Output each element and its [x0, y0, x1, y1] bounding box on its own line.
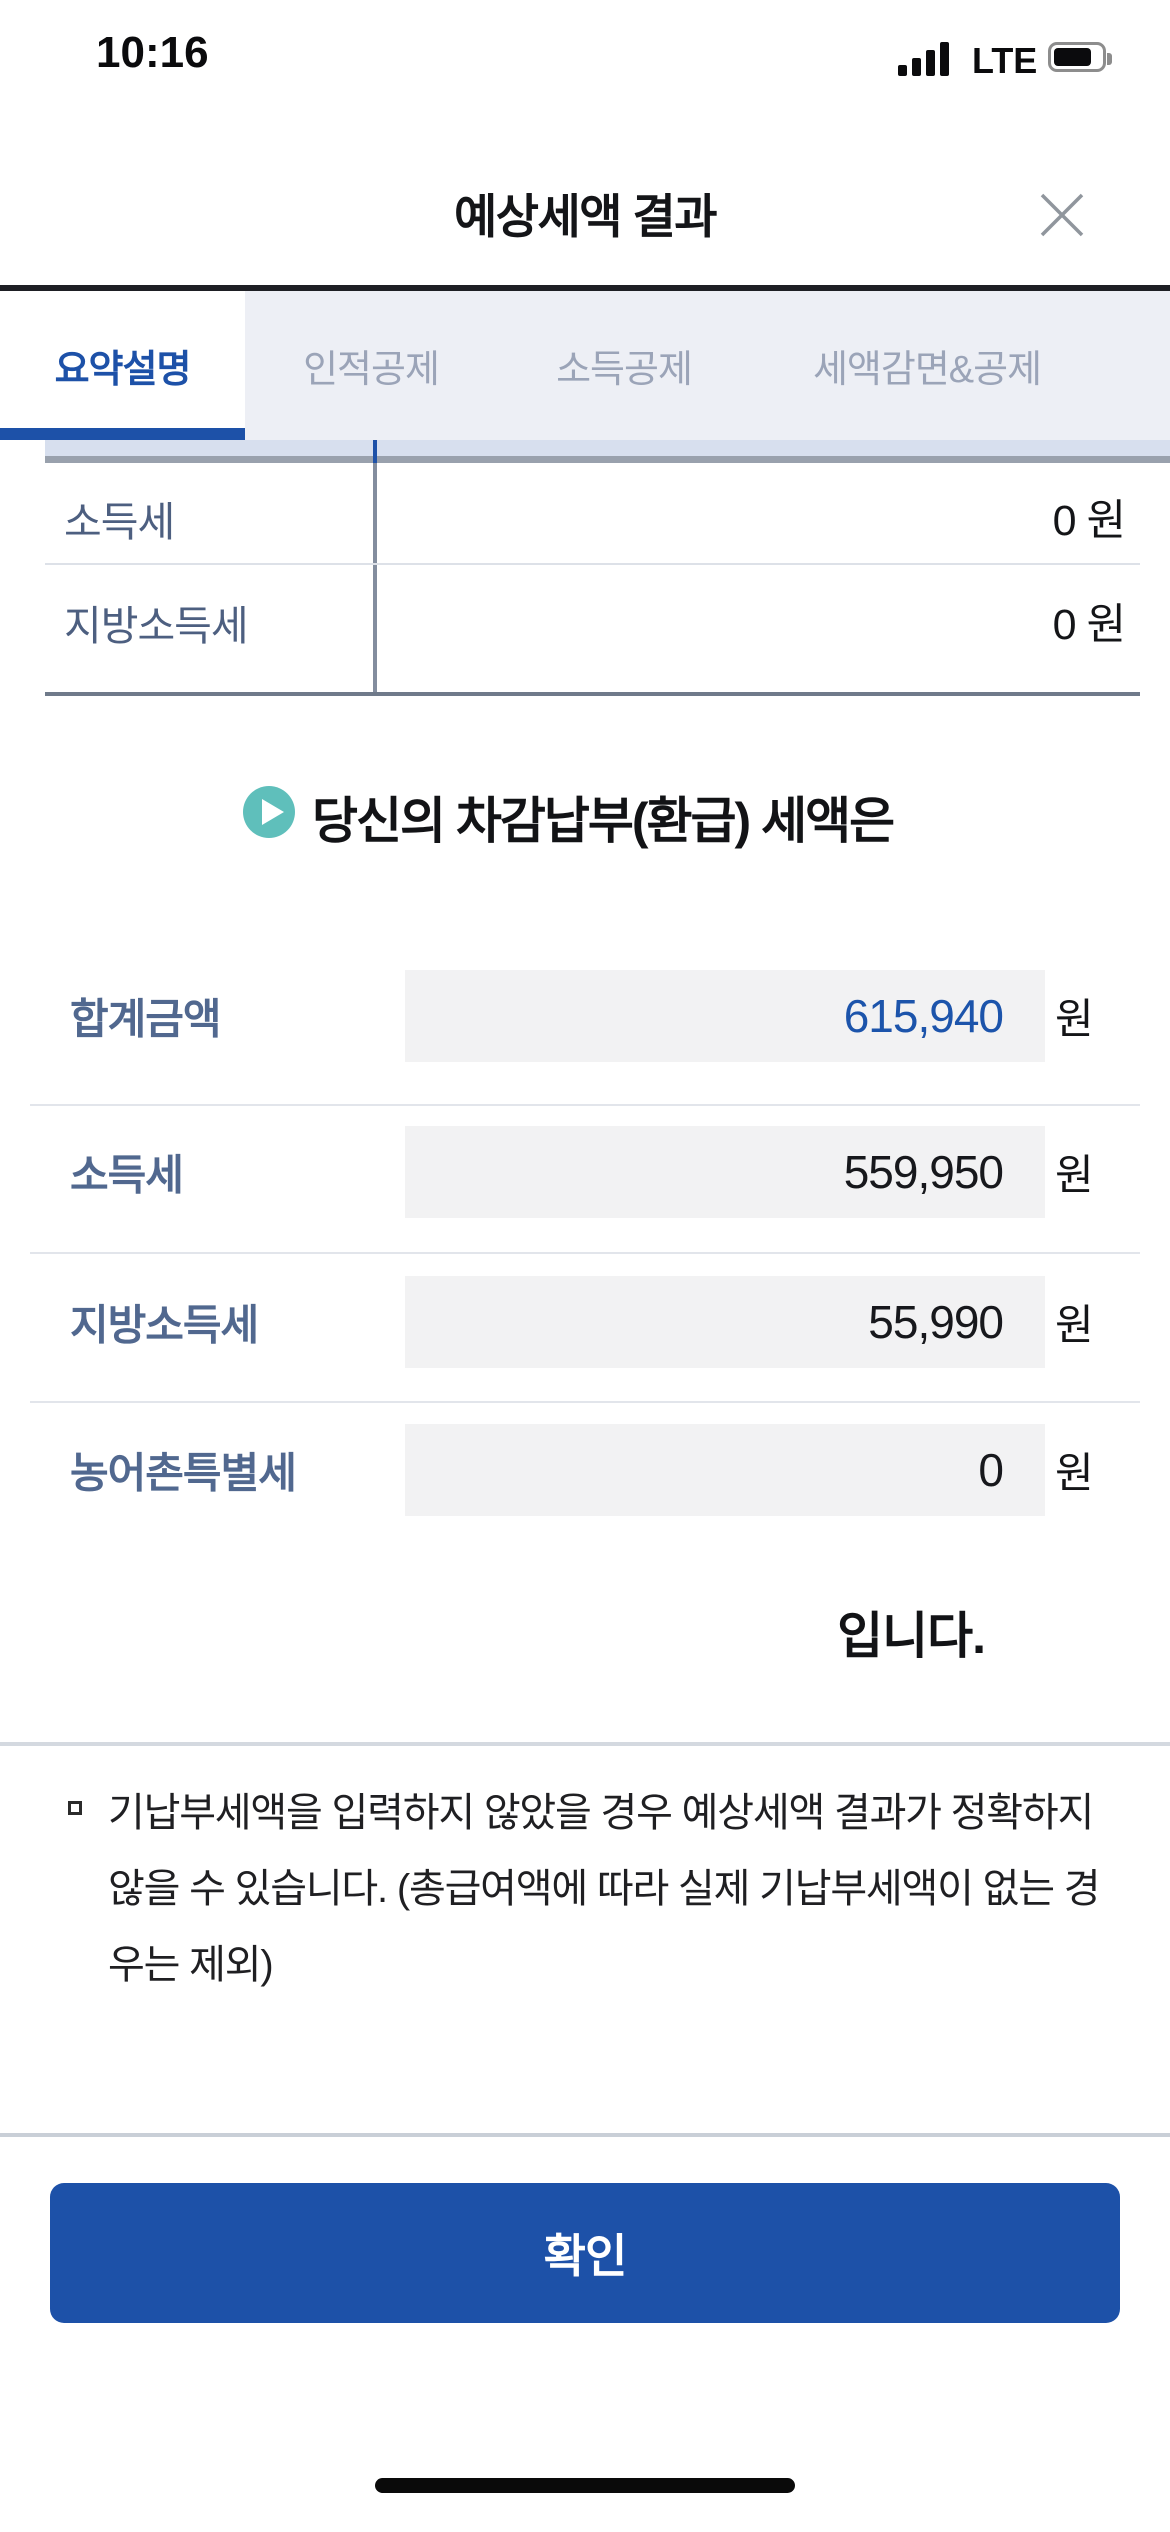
result-value: 615,940 [843, 990, 1004, 1042]
result-value-box: 559,950 [405, 1126, 1045, 1218]
currency-unit: 원 [1055, 1151, 1094, 1199]
result-value-box: 0 [405, 1424, 1045, 1516]
result-section-title-text: 당신의 차감납부(환급) 세액은 [312, 793, 895, 849]
table-header-border [45, 456, 1170, 463]
modal-header: 예상세액 결과 [0, 95, 1170, 285]
row-divider [30, 1104, 1140, 1106]
table-bottom-border [45, 692, 1140, 696]
result-value: 0 [978, 1444, 1004, 1496]
home-indicator[interactable] [375, 2478, 795, 2493]
result-row-label: 농어촌특별세 [70, 1449, 297, 1497]
confirm-button[interactable]: 확인 [50, 2183, 1120, 2323]
currency-unit: 원 [1055, 1301, 1094, 1349]
result-value: 559,950 [843, 1146, 1004, 1198]
result-value: 55,990 [868, 1296, 1004, 1348]
result-row-label: 합계금액 [70, 995, 222, 1043]
table-column-divider-accent [373, 440, 377, 463]
row-divider [30, 1401, 1140, 1403]
tab-bar: 요약설명 인적공제 소득공제 세액감면&공제 [0, 291, 1170, 440]
status-time: 10:16 [96, 28, 209, 77]
result-row-label: 지방소득세 [70, 1301, 259, 1349]
result-section-title: 당신의 차감납부(환급) 세액은 [0, 785, 1170, 855]
tab-summary[interactable]: 요약설명 [0, 291, 245, 440]
table-column-divider [373, 440, 377, 696]
result-value-box: 615,940 [405, 970, 1045, 1062]
table-row-value: 0 원 [1052, 497, 1126, 545]
table-row-label: 소득세 [64, 499, 175, 545]
close-icon[interactable] [1032, 185, 1092, 245]
result-suffix: 입니다. [837, 1608, 986, 1664]
summary-table[interactable]: 소득세 0 원 지방소득세 0 원 [0, 440, 1170, 702]
status-bar: 10:16 LTE [0, 0, 1170, 95]
currency-unit: 원 [1055, 995, 1094, 1043]
table-row-value: 0 원 [1052, 601, 1126, 649]
tab-personal-deduction[interactable]: 인적공제 [303, 349, 440, 391]
battery-fill [1054, 48, 1091, 66]
result-value-box: 55,990 [405, 1276, 1045, 1368]
network-type-label: LTE [972, 40, 1038, 81]
result-row-local-income-tax: 지방소득세 55,990 원 [0, 1276, 1170, 1368]
play-icon [242, 785, 296, 839]
result-row-income-tax: 소득세 559,950 원 [0, 1126, 1170, 1218]
signal-strength-icon [898, 40, 962, 80]
result-row-label: 소득세 [70, 1151, 184, 1199]
page-title: 예상세액 결과 [454, 190, 718, 243]
result-row-total: 합계금액 615,940 원 [0, 970, 1170, 1062]
table-header-strip [45, 440, 1170, 456]
battery-cap [1107, 53, 1112, 65]
notice-text: 기납부세액을 입력하지 않았을 경우 예상세액 결과가 정확하지 않을 수 있습… [108, 1791, 1101, 1987]
tab-income-deduction[interactable]: 소득공제 [556, 349, 693, 391]
tab-tax-reduction[interactable]: 세액감면&공제 [812, 349, 1042, 391]
square-bullet-icon [68, 1801, 82, 1815]
notice: 기납부세액을 입력하지 않았을 경우 예상세액 결과가 정확하지 않을 수 있습… [68, 1775, 1130, 2003]
section-divider [0, 1742, 1170, 1746]
row-divider [30, 1252, 1140, 1254]
table-row-separator [45, 563, 1140, 565]
footer-divider [0, 2133, 1170, 2137]
table-row-label: 지방소득세 [64, 603, 249, 649]
header-divider [0, 285, 1170, 291]
currency-unit: 원 [1055, 1449, 1094, 1497]
result-row-special-rural-tax: 농어촌특별세 0 원 [0, 1424, 1170, 1516]
battery-icon [1048, 42, 1112, 72]
